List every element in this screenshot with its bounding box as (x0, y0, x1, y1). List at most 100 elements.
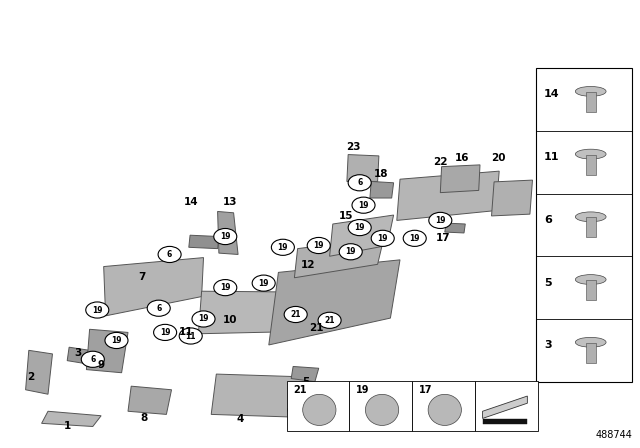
Text: 9: 9 (97, 360, 105, 370)
Circle shape (307, 237, 330, 254)
Text: 19: 19 (410, 234, 420, 243)
Text: 17: 17 (419, 385, 432, 395)
Text: 2: 2 (27, 372, 35, 382)
Polygon shape (189, 235, 219, 249)
Circle shape (214, 228, 237, 245)
Ellipse shape (303, 394, 336, 426)
Circle shape (371, 230, 394, 246)
Text: 19: 19 (278, 243, 288, 252)
Polygon shape (218, 211, 238, 254)
Circle shape (352, 197, 375, 213)
Text: 20: 20 (491, 153, 505, 163)
Bar (483, 419, 527, 424)
Circle shape (288, 402, 311, 418)
Text: 17: 17 (436, 233, 450, 243)
Circle shape (147, 300, 170, 316)
Ellipse shape (575, 149, 606, 159)
Circle shape (403, 230, 426, 246)
Text: 13: 13 (223, 198, 237, 207)
Text: 6: 6 (357, 178, 362, 187)
Circle shape (154, 324, 177, 340)
Text: 488744: 488744 (595, 430, 632, 440)
Circle shape (271, 239, 294, 255)
Text: 19: 19 (198, 314, 209, 323)
Circle shape (214, 280, 237, 296)
Ellipse shape (575, 275, 606, 284)
Circle shape (339, 244, 362, 260)
Bar (586, 217, 596, 237)
Text: 6: 6 (544, 215, 552, 225)
Polygon shape (347, 155, 379, 181)
Polygon shape (445, 223, 465, 233)
Circle shape (284, 306, 307, 323)
Circle shape (179, 328, 202, 344)
Text: 5: 5 (302, 377, 310, 387)
Text: 19: 19 (92, 306, 102, 314)
Text: 6: 6 (167, 250, 172, 259)
Text: 22: 22 (433, 157, 447, 167)
Polygon shape (128, 386, 172, 414)
Text: 21: 21 (324, 316, 335, 325)
Text: 19: 19 (435, 216, 445, 225)
Text: 19: 19 (220, 232, 230, 241)
Text: 19: 19 (346, 247, 356, 256)
Polygon shape (211, 374, 315, 418)
Text: 19: 19 (355, 223, 365, 232)
Bar (412, 381, 475, 431)
Bar (536, 68, 632, 382)
Text: 11: 11 (544, 152, 559, 162)
Polygon shape (104, 258, 204, 316)
Text: 18: 18 (374, 169, 388, 179)
Text: 21: 21 (293, 385, 307, 395)
Polygon shape (86, 329, 128, 373)
Text: 6: 6 (297, 405, 302, 414)
Polygon shape (370, 181, 394, 198)
Text: 5: 5 (544, 278, 552, 288)
Text: 10: 10 (223, 315, 237, 325)
Polygon shape (67, 347, 90, 364)
Bar (586, 343, 596, 363)
Ellipse shape (575, 212, 606, 222)
Text: 19: 19 (160, 328, 170, 337)
Bar (586, 92, 596, 112)
Text: 21: 21 (291, 310, 301, 319)
Text: 21: 21 (310, 323, 324, 333)
Text: 19: 19 (111, 336, 122, 345)
Bar (475, 381, 538, 431)
Text: 19: 19 (378, 234, 388, 243)
Ellipse shape (428, 394, 461, 426)
Circle shape (348, 220, 371, 236)
Text: 19: 19 (314, 241, 324, 250)
Text: 3: 3 (544, 340, 552, 350)
Text: 6: 6 (292, 408, 300, 418)
Text: 12: 12 (301, 260, 316, 270)
Text: 4: 4 (236, 414, 244, 424)
Text: 8: 8 (140, 413, 148, 422)
Circle shape (158, 246, 181, 263)
Text: 19: 19 (356, 385, 369, 395)
Circle shape (318, 312, 341, 328)
Ellipse shape (575, 86, 606, 96)
Circle shape (429, 212, 452, 228)
Polygon shape (291, 366, 319, 382)
Text: 7: 7 (138, 272, 146, 282)
Polygon shape (492, 180, 532, 216)
Polygon shape (42, 411, 101, 426)
Polygon shape (483, 396, 527, 418)
Polygon shape (26, 350, 52, 394)
Text: 15: 15 (339, 211, 353, 221)
Circle shape (105, 332, 128, 349)
Text: 23: 23 (346, 142, 360, 152)
Bar (287, 381, 349, 431)
Text: 19: 19 (259, 279, 269, 288)
Circle shape (348, 175, 371, 191)
Text: 19: 19 (358, 201, 369, 210)
Text: 16: 16 (455, 153, 469, 163)
Polygon shape (269, 260, 400, 345)
Circle shape (192, 311, 215, 327)
Text: 19: 19 (220, 283, 230, 292)
Polygon shape (198, 291, 302, 334)
Polygon shape (294, 237, 384, 278)
Text: 6: 6 (90, 355, 95, 364)
Ellipse shape (575, 337, 606, 347)
